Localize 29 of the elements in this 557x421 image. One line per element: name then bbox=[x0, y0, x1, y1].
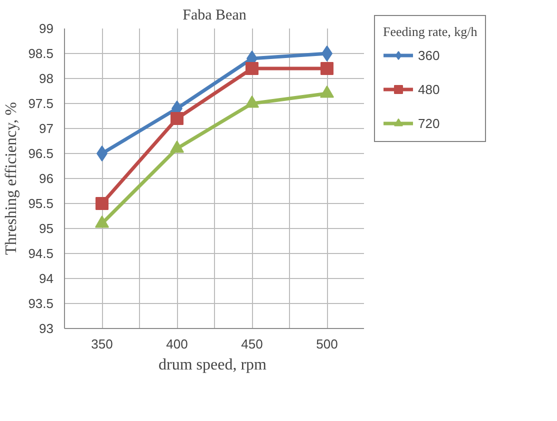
y-tick-label: 99 bbox=[39, 21, 54, 36]
point bbox=[95, 215, 109, 228]
point bbox=[170, 112, 184, 125]
legend-label: 720 bbox=[418, 116, 440, 130]
y-tick-label: 96 bbox=[39, 171, 54, 186]
legend-label: 480 bbox=[418, 82, 440, 96]
x-axis-title: drum speed, rpm bbox=[158, 356, 268, 374]
point bbox=[96, 197, 108, 210]
y-axis-title: Threshing efficiency, % bbox=[3, 102, 20, 255]
y-tick-label: 94.5 bbox=[28, 246, 54, 261]
y-tick-label: 93.5 bbox=[28, 296, 54, 311]
y-tick-label: 95.5 bbox=[28, 196, 54, 211]
y-tick-label: 94 bbox=[39, 271, 54, 286]
y-tick-label: 95 bbox=[39, 221, 54, 236]
chart-title: Faba Bean bbox=[182, 8, 247, 24]
y-tick-label: 96.5 bbox=[28, 146, 54, 161]
x-tick-label: 350 bbox=[91, 336, 113, 352]
point bbox=[246, 62, 258, 75]
y-tick-label: 97.5 bbox=[28, 96, 54, 111]
x-tick-label: 450 bbox=[241, 336, 263, 352]
y-tick-label: 97 bbox=[39, 121, 54, 136]
y-tick-label: 93 bbox=[39, 321, 54, 336]
x-tick-label: 400 bbox=[166, 336, 188, 352]
legend-label: 360 bbox=[418, 48, 440, 62]
y-tick-label: 98 bbox=[39, 71, 54, 86]
point bbox=[320, 62, 334, 75]
y-tick-label: 98.5 bbox=[28, 46, 54, 61]
x-tick-label: 500 bbox=[316, 336, 338, 352]
legend-title: Feeding rate, kg/h bbox=[383, 24, 478, 40]
